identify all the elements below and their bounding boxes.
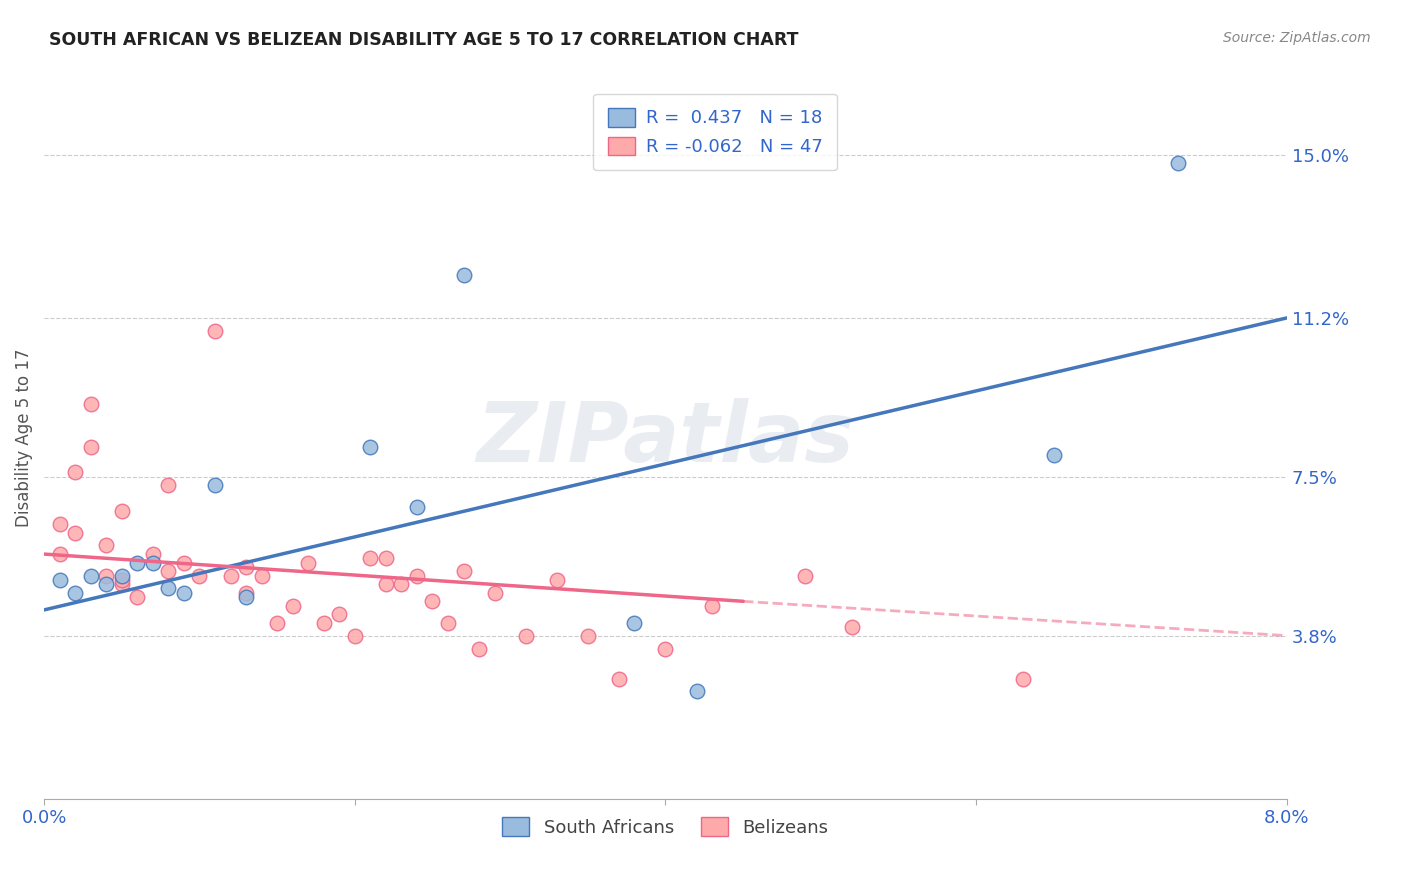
Point	[453, 564, 475, 578]
Point	[1043, 448, 1066, 462]
Point	[204, 478, 226, 492]
Point	[142, 547, 165, 561]
Point	[250, 568, 273, 582]
Point	[111, 568, 134, 582]
Point	[328, 607, 350, 622]
Point	[576, 629, 599, 643]
Point	[157, 564, 180, 578]
Point	[63, 525, 86, 540]
Point	[48, 573, 70, 587]
Point	[188, 568, 211, 582]
Point	[343, 629, 366, 643]
Point	[63, 466, 86, 480]
Point	[1011, 672, 1033, 686]
Point	[80, 568, 103, 582]
Point	[359, 551, 381, 566]
Text: SOUTH AFRICAN VS BELIZEAN DISABILITY AGE 5 TO 17 CORRELATION CHART: SOUTH AFRICAN VS BELIZEAN DISABILITY AGE…	[49, 31, 799, 49]
Point	[48, 516, 70, 531]
Point	[235, 585, 257, 599]
Point	[173, 585, 195, 599]
Point	[374, 577, 396, 591]
Y-axis label: Disability Age 5 to 17: Disability Age 5 to 17	[15, 349, 32, 527]
Point	[515, 629, 537, 643]
Point	[235, 560, 257, 574]
Point	[623, 615, 645, 630]
Point	[157, 478, 180, 492]
Point	[235, 590, 257, 604]
Point	[111, 573, 134, 587]
Point	[685, 684, 707, 698]
Point	[794, 568, 817, 582]
Point	[312, 615, 335, 630]
Point	[96, 568, 118, 582]
Point	[654, 641, 676, 656]
Point	[468, 641, 491, 656]
Point	[374, 551, 396, 566]
Point	[96, 577, 118, 591]
Point	[841, 620, 863, 634]
Point	[266, 615, 288, 630]
Point	[204, 324, 226, 338]
Point	[111, 504, 134, 518]
Point	[297, 556, 319, 570]
Point	[127, 590, 149, 604]
Point	[406, 568, 429, 582]
Point	[142, 556, 165, 570]
Text: Source: ZipAtlas.com: Source: ZipAtlas.com	[1223, 31, 1371, 45]
Point	[607, 672, 630, 686]
Point	[173, 556, 195, 570]
Point	[546, 573, 568, 587]
Point	[63, 585, 86, 599]
Point	[406, 500, 429, 514]
Point	[281, 599, 304, 613]
Point	[157, 582, 180, 596]
Point	[127, 556, 149, 570]
Point	[437, 615, 460, 630]
Text: ZIPatlas: ZIPatlas	[477, 398, 855, 479]
Point	[484, 585, 506, 599]
Legend: South Africans, Belizeans: South Africans, Belizeans	[495, 810, 837, 844]
Point	[422, 594, 444, 608]
Point	[453, 268, 475, 282]
Point	[111, 577, 134, 591]
Point	[80, 397, 103, 411]
Point	[96, 539, 118, 553]
Point	[1167, 156, 1189, 170]
Point	[359, 440, 381, 454]
Point	[389, 577, 412, 591]
Point	[700, 599, 723, 613]
Point	[219, 568, 242, 582]
Point	[80, 440, 103, 454]
Point	[48, 547, 70, 561]
